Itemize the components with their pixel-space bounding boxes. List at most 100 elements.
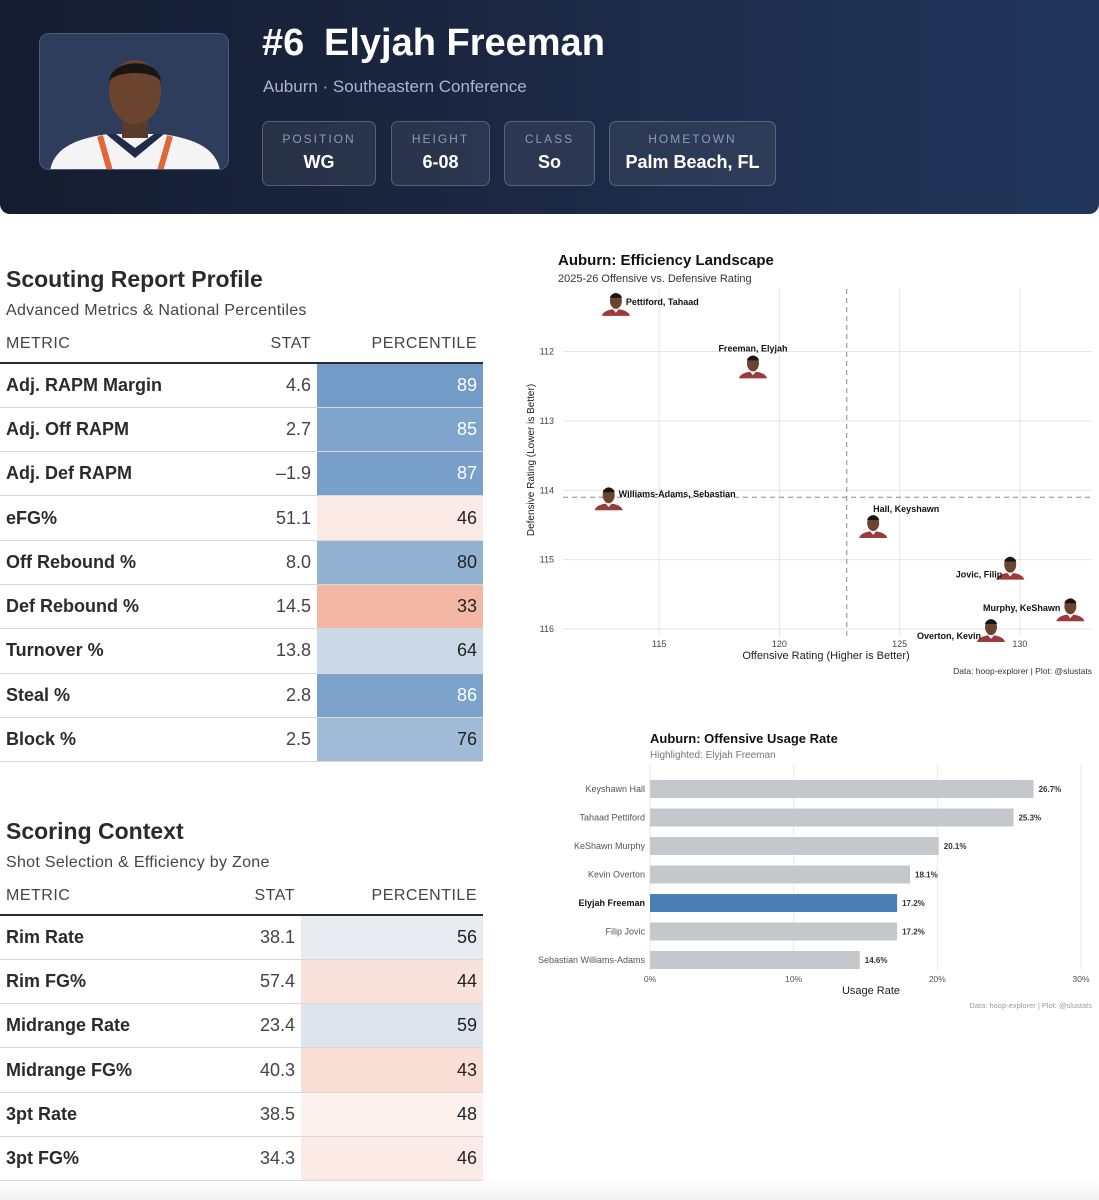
scatter-point	[1056, 598, 1085, 622]
usage-bar	[650, 922, 898, 941]
percentile-value: 76	[317, 717, 483, 763]
stat-header: STAT	[232, 325, 317, 364]
class-label: CLASS	[524, 132, 575, 146]
table-row: 3pt Rate 38.5 48	[0, 1092, 483, 1137]
table-row: Turnover % 13.8 64	[0, 628, 483, 674]
table-row: Def Rebound % 14.5 33	[0, 584, 483, 630]
scatter-point-label: Hall, Keyshawn	[873, 504, 939, 514]
scatter-point-label: Jovic, Filip	[956, 570, 1003, 580]
scoring-table: METRIC STAT PERCENTILE Rim Rate 38.1 56 Rim…	[0, 877, 483, 1182]
scatter-y-tick-label: 113	[540, 416, 554, 426]
scatter-point-label: Pettiford, Tahaad	[626, 297, 699, 307]
stat-value: 40.3	[220, 1047, 301, 1093]
efficiency-scatter-svg: Auburn: Efficiency Landscape 2025-26 Off…	[526, 252, 1092, 676]
metric-name: Midrange Rate	[0, 1003, 220, 1049]
stat-value: 2.5	[232, 717, 317, 763]
scatter-point-label: Williams-Adams, Sebastian	[619, 489, 736, 499]
scatter-y-tick-label: 114	[540, 485, 554, 495]
scatter-caption: Data: hoop-explorer | Plot: @slustats	[953, 666, 1092, 676]
table-row: Rim FG% 57.4 44	[0, 959, 483, 1005]
percentile-value: 59	[301, 1003, 483, 1049]
bar-subtitle: Highlighted: Elyjah Freeman	[650, 750, 776, 761]
stat-value: 8.0	[232, 540, 317, 585]
percentile-value: 33	[317, 584, 483, 630]
scouting-table: METRIC STAT PERCENTILE Adj. RAPM Margin 4…	[0, 325, 483, 763]
metric-name: Block %	[0, 717, 232, 763]
scatter-x-tick-label: 125	[892, 639, 907, 649]
scatter-x-axis-label: Offensive Rating (Higher is Better)	[742, 650, 909, 662]
usage-bar-chart: Auburn: Offensive Usage Rate Highlighted…	[520, 724, 1099, 1020]
usage-value-label: 17.2%	[902, 928, 925, 937]
table-row: Off Rebound % 8.0 80	[0, 540, 483, 585]
bar-title: Auburn: Offensive Usage Rate	[650, 731, 838, 746]
class-card: CLASS So	[504, 121, 595, 186]
usage-category-label: Elyjah Freeman	[578, 898, 645, 908]
stat-value: 14.5	[232, 584, 317, 630]
bar-caption: Data: hoop-explorer | Plot: @slustats	[969, 1001, 1092, 1010]
usage-value-label: 14.6%	[865, 956, 888, 965]
bar-x-tick-label: 10%	[785, 974, 802, 984]
position-value: WG	[303, 152, 335, 172]
stat-value: 34.3	[220, 1136, 301, 1182]
bar-x-tick-label: 0%	[644, 974, 657, 984]
usage-bar	[650, 894, 898, 912]
class-value: So	[537, 152, 561, 172]
stat-value: –1.9	[232, 451, 317, 497]
table-row: Adj. Off RAPM 2.7 85	[0, 407, 483, 453]
stat-value: 4.6	[232, 363, 317, 408]
stat-value: 2.7	[232, 407, 317, 453]
bar-x-tick-label: 30%	[1072, 974, 1089, 984]
percentile-value: 46	[301, 1136, 483, 1182]
bottom-fade	[0, 1180, 1099, 1200]
metric-name: Turnover %	[0, 628, 232, 674]
table-row: 3pt FG% 34.3 46	[0, 1136, 483, 1182]
usage-bar-svg: Auburn: Offensive Usage Rate Highlighted…	[538, 731, 1092, 1010]
scatter-point	[738, 355, 767, 379]
metric-header: METRIC	[0, 877, 220, 916]
table-row: Adj. Def RAPM –1.9 87	[0, 451, 483, 497]
percentile-value: 80	[317, 540, 483, 585]
usage-value-label: 26.7%	[1039, 785, 1062, 794]
position-label: POSITION	[282, 132, 356, 146]
table-row: eFG% 51.1 46	[0, 495, 483, 541]
scouting-title: Scouting Report Profile	[6, 266, 263, 292]
scatter-point-label: Overton, Kevin	[917, 631, 981, 641]
usage-bar	[650, 865, 911, 884]
table-row: Rim Rate 38.1 56	[0, 915, 483, 960]
scatter-title: Auburn: Efficiency Landscape	[558, 252, 774, 269]
percentile-value: 87	[317, 451, 483, 497]
scatter-x-tick-label: 120	[772, 639, 787, 649]
metric-name: Rim FG%	[0, 959, 220, 1005]
usage-category-label: KeShawn Murphy	[574, 841, 646, 851]
table-row: Block % 2.5 76	[0, 717, 483, 763]
percentile-value: 85	[317, 407, 483, 453]
usage-bar	[650, 808, 1014, 827]
stat-value: 38.5	[220, 1092, 301, 1137]
metric-name: Def Rebound %	[0, 584, 232, 630]
efficiency-scatter-chart: Auburn: Efficiency Landscape 2025-26 Off…	[520, 244, 1099, 684]
jersey-number: #6	[262, 22, 305, 64]
scatter-point	[601, 292, 630, 316]
usage-bar	[650, 951, 860, 969]
scouting-subtitle: Advanced Metrics & National Percentiles	[6, 302, 307, 319]
percentile-value: 64	[317, 628, 483, 674]
metric-name: Adj. Off RAPM	[0, 407, 232, 453]
metric-name: eFG%	[0, 495, 232, 541]
percentile-value: 43	[301, 1047, 483, 1093]
percentile-value: 44	[301, 959, 483, 1005]
metric-name: 3pt FG%	[0, 1136, 220, 1182]
usage-bar	[650, 780, 1034, 798]
stat-value: 38.1	[220, 915, 301, 960]
team-conference: Auburn · Southeastern Conference	[263, 77, 527, 96]
percentile-header: PERCENTILE	[317, 325, 483, 364]
stat-value: 57.4	[220, 959, 301, 1005]
percentile-value: 86	[317, 673, 483, 718]
usage-value-label: 17.2%	[902, 899, 925, 908]
usage-value-label: 18.1%	[915, 871, 938, 880]
scatter-point	[977, 619, 1006, 643]
player-name: Elyjah Freeman	[324, 22, 605, 64]
metric-name: Off Rebound %	[0, 540, 232, 585]
position-card: POSITION WG	[262, 121, 376, 186]
scatter-point	[996, 556, 1025, 580]
metric-name: Midrange FG%	[0, 1047, 220, 1093]
